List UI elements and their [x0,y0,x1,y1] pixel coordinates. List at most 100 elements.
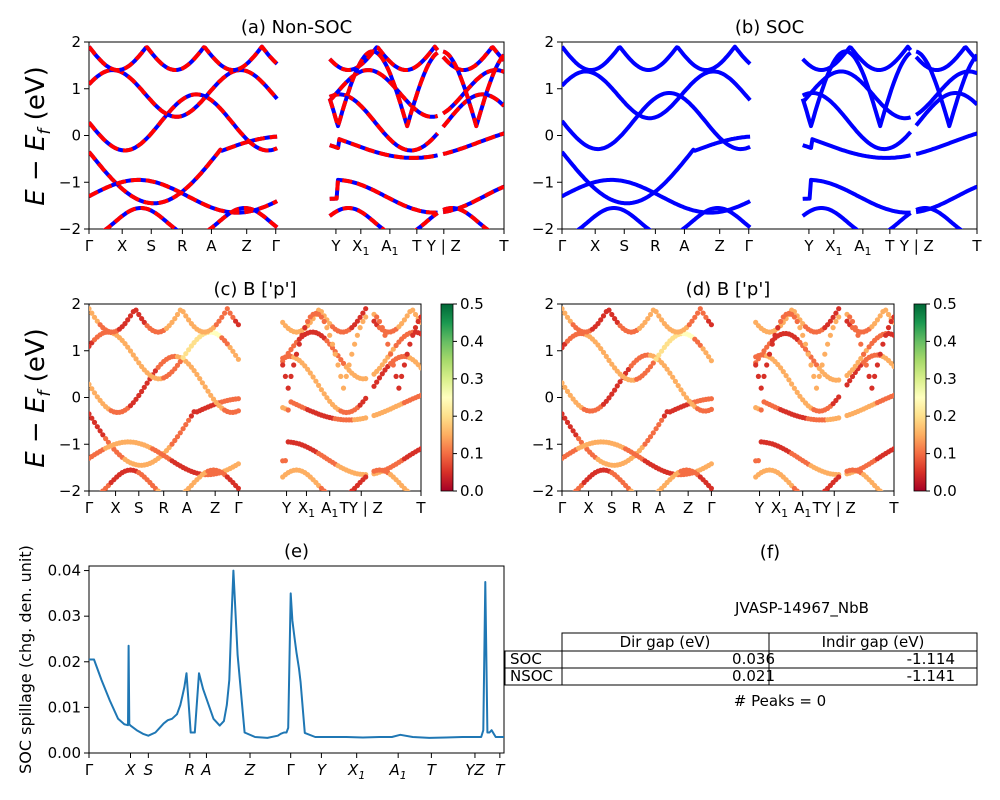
band-point [673,78,678,83]
band-point [114,129,119,134]
band-point [844,318,850,324]
band-point [213,322,219,328]
band-point [830,314,836,320]
band-point [830,325,836,331]
x-tick-label: YZ [465,761,485,779]
band-point [189,99,194,104]
band-point [766,351,773,357]
y-tick-label: 0 [544,127,554,145]
band-point [360,310,366,316]
band-point [617,379,623,385]
band-point [708,322,715,328]
band-point [288,346,294,353]
band-point [133,396,139,402]
band-point [325,490,328,491]
band-point [396,385,402,391]
band-point [363,415,369,421]
band-point [371,318,377,324]
band-point [382,358,388,364]
band-point [863,362,869,368]
band-point [764,362,770,368]
x-tick-label: R [631,499,641,517]
band-line-5 [575,206,964,229]
band-point [120,152,125,157]
band-point [877,351,883,357]
band-point [836,415,842,421]
band-point [177,430,183,436]
band-point [410,493,415,498]
band-point [205,78,210,83]
x-tick-label: X [583,499,593,517]
band-point [670,81,675,86]
band-line-6 [800,49,977,129]
band-point [225,129,230,134]
band-point [827,332,834,338]
band-point [609,361,615,367]
band-point [418,446,421,452]
y-tick-label: −2 [532,220,554,238]
y-tick-label: −1 [532,435,554,453]
y-tick-label: −1 [59,435,81,453]
band-point [606,307,612,313]
band-point [697,306,703,312]
band-point [885,311,892,318]
band-point [340,360,347,366]
band-point [833,397,839,404]
band-point [348,490,351,491]
band-point [698,129,703,134]
band-point [891,314,894,320]
band-point [371,383,377,389]
band-point [758,352,764,358]
panel-title: (d) B ['p'] [686,279,771,300]
band-point [188,364,194,370]
band-point [214,91,219,96]
x-tick-label: X [110,499,120,517]
band-point [291,362,297,368]
panel-title: (a) Non-SOC [241,17,352,38]
band-point [363,306,369,312]
table-row-nsoc-indir-cell [768,667,978,686]
ylabel-energy-mid: E − Ef (eV) [21,328,55,468]
band-point [654,129,659,134]
x-tick-label: Y [754,499,765,517]
band-point [872,321,878,327]
x-tick-label: A1 [854,237,871,258]
band-point [606,357,612,363]
band-point [632,490,635,491]
band-point [772,332,778,338]
band-point [180,309,186,315]
band-point [100,432,106,438]
panel-title: (b) SOC [735,17,804,38]
colorbar-tick-label: 0.5 [460,295,484,313]
band-point [412,325,419,331]
band-point [152,368,158,374]
band-point [302,325,308,331]
band-point [156,85,161,90]
band-point [299,332,305,338]
y-tick-label: 0 [544,389,554,407]
x-tick-label: X1 [771,499,788,520]
band-point [764,344,770,350]
band-point [224,341,230,347]
band-point [338,373,344,379]
band-point [194,371,200,378]
band-point [651,140,656,145]
band-point [197,376,203,382]
band-point [393,342,399,349]
x-tick-label: X1 [352,237,369,258]
x-tick-label: T [427,761,438,779]
panel-e-soc-spillage: (e) 0.00 0.01 0.02 0.03 0.04 Γ X S R A Z Γ Y X1 A1 T YZ T S… [16,541,506,782]
band-point [133,307,139,313]
x-tick-label: S [146,237,156,255]
band-point [891,332,894,338]
band-point [408,490,411,491]
band-point [758,385,764,391]
band-point [316,382,322,388]
band-line-2 [89,68,504,119]
band-line-3 [562,44,977,72]
band-point [872,373,878,379]
band-point [374,314,380,320]
x-tick-label: Γ [745,237,754,255]
band-point [706,354,712,360]
y-tick-label: 1 [71,80,81,98]
